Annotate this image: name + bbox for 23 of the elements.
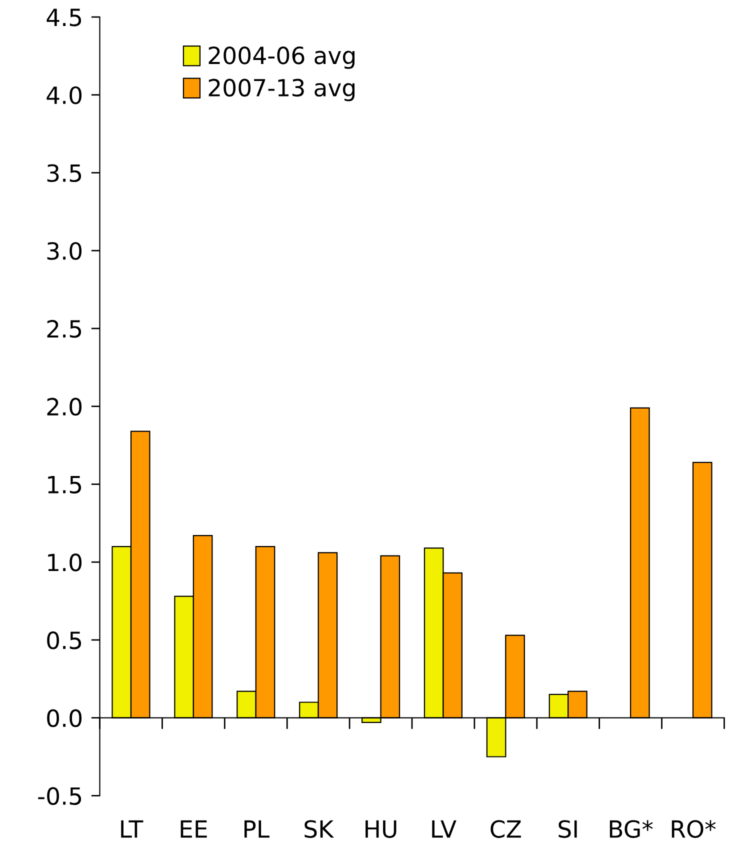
legend-label: 2007-13 avg [208,78,355,102]
y-tick-label: 4.0 [46,86,82,104]
y-tick-label: 4.5 [46,8,82,26]
y-tick-label: 2.0 [47,398,82,416]
x-tick-label: LV [432,820,456,838]
y-tick-label: 3.0 [47,242,82,260]
y-tick-label: 0.0 [47,709,82,728]
y-tick-label: 0.5 [47,631,82,650]
x-tick-label: SI [558,820,577,838]
x-tick-label: PL [244,820,270,838]
y-tick-label: 2.5 [47,320,82,338]
y-tick-label: 1.0 [48,554,82,572]
x-tick-label: RO* [672,820,716,838]
x-tick-label: LT [121,820,144,838]
x-tick-label: HU [366,820,396,838]
x-tick-label: SK [304,820,334,838]
legend-label: 2004-06 avg [208,46,355,69]
y-tick-label: 3.5 [47,164,82,182]
x-tick-label: EE [180,820,207,838]
x-tick-label: BG* [610,820,653,838]
y-tick-label: -0.5 [38,787,82,805]
x-tick-label: CZ [490,820,521,838]
y-tick-label: 1.5 [48,476,82,494]
